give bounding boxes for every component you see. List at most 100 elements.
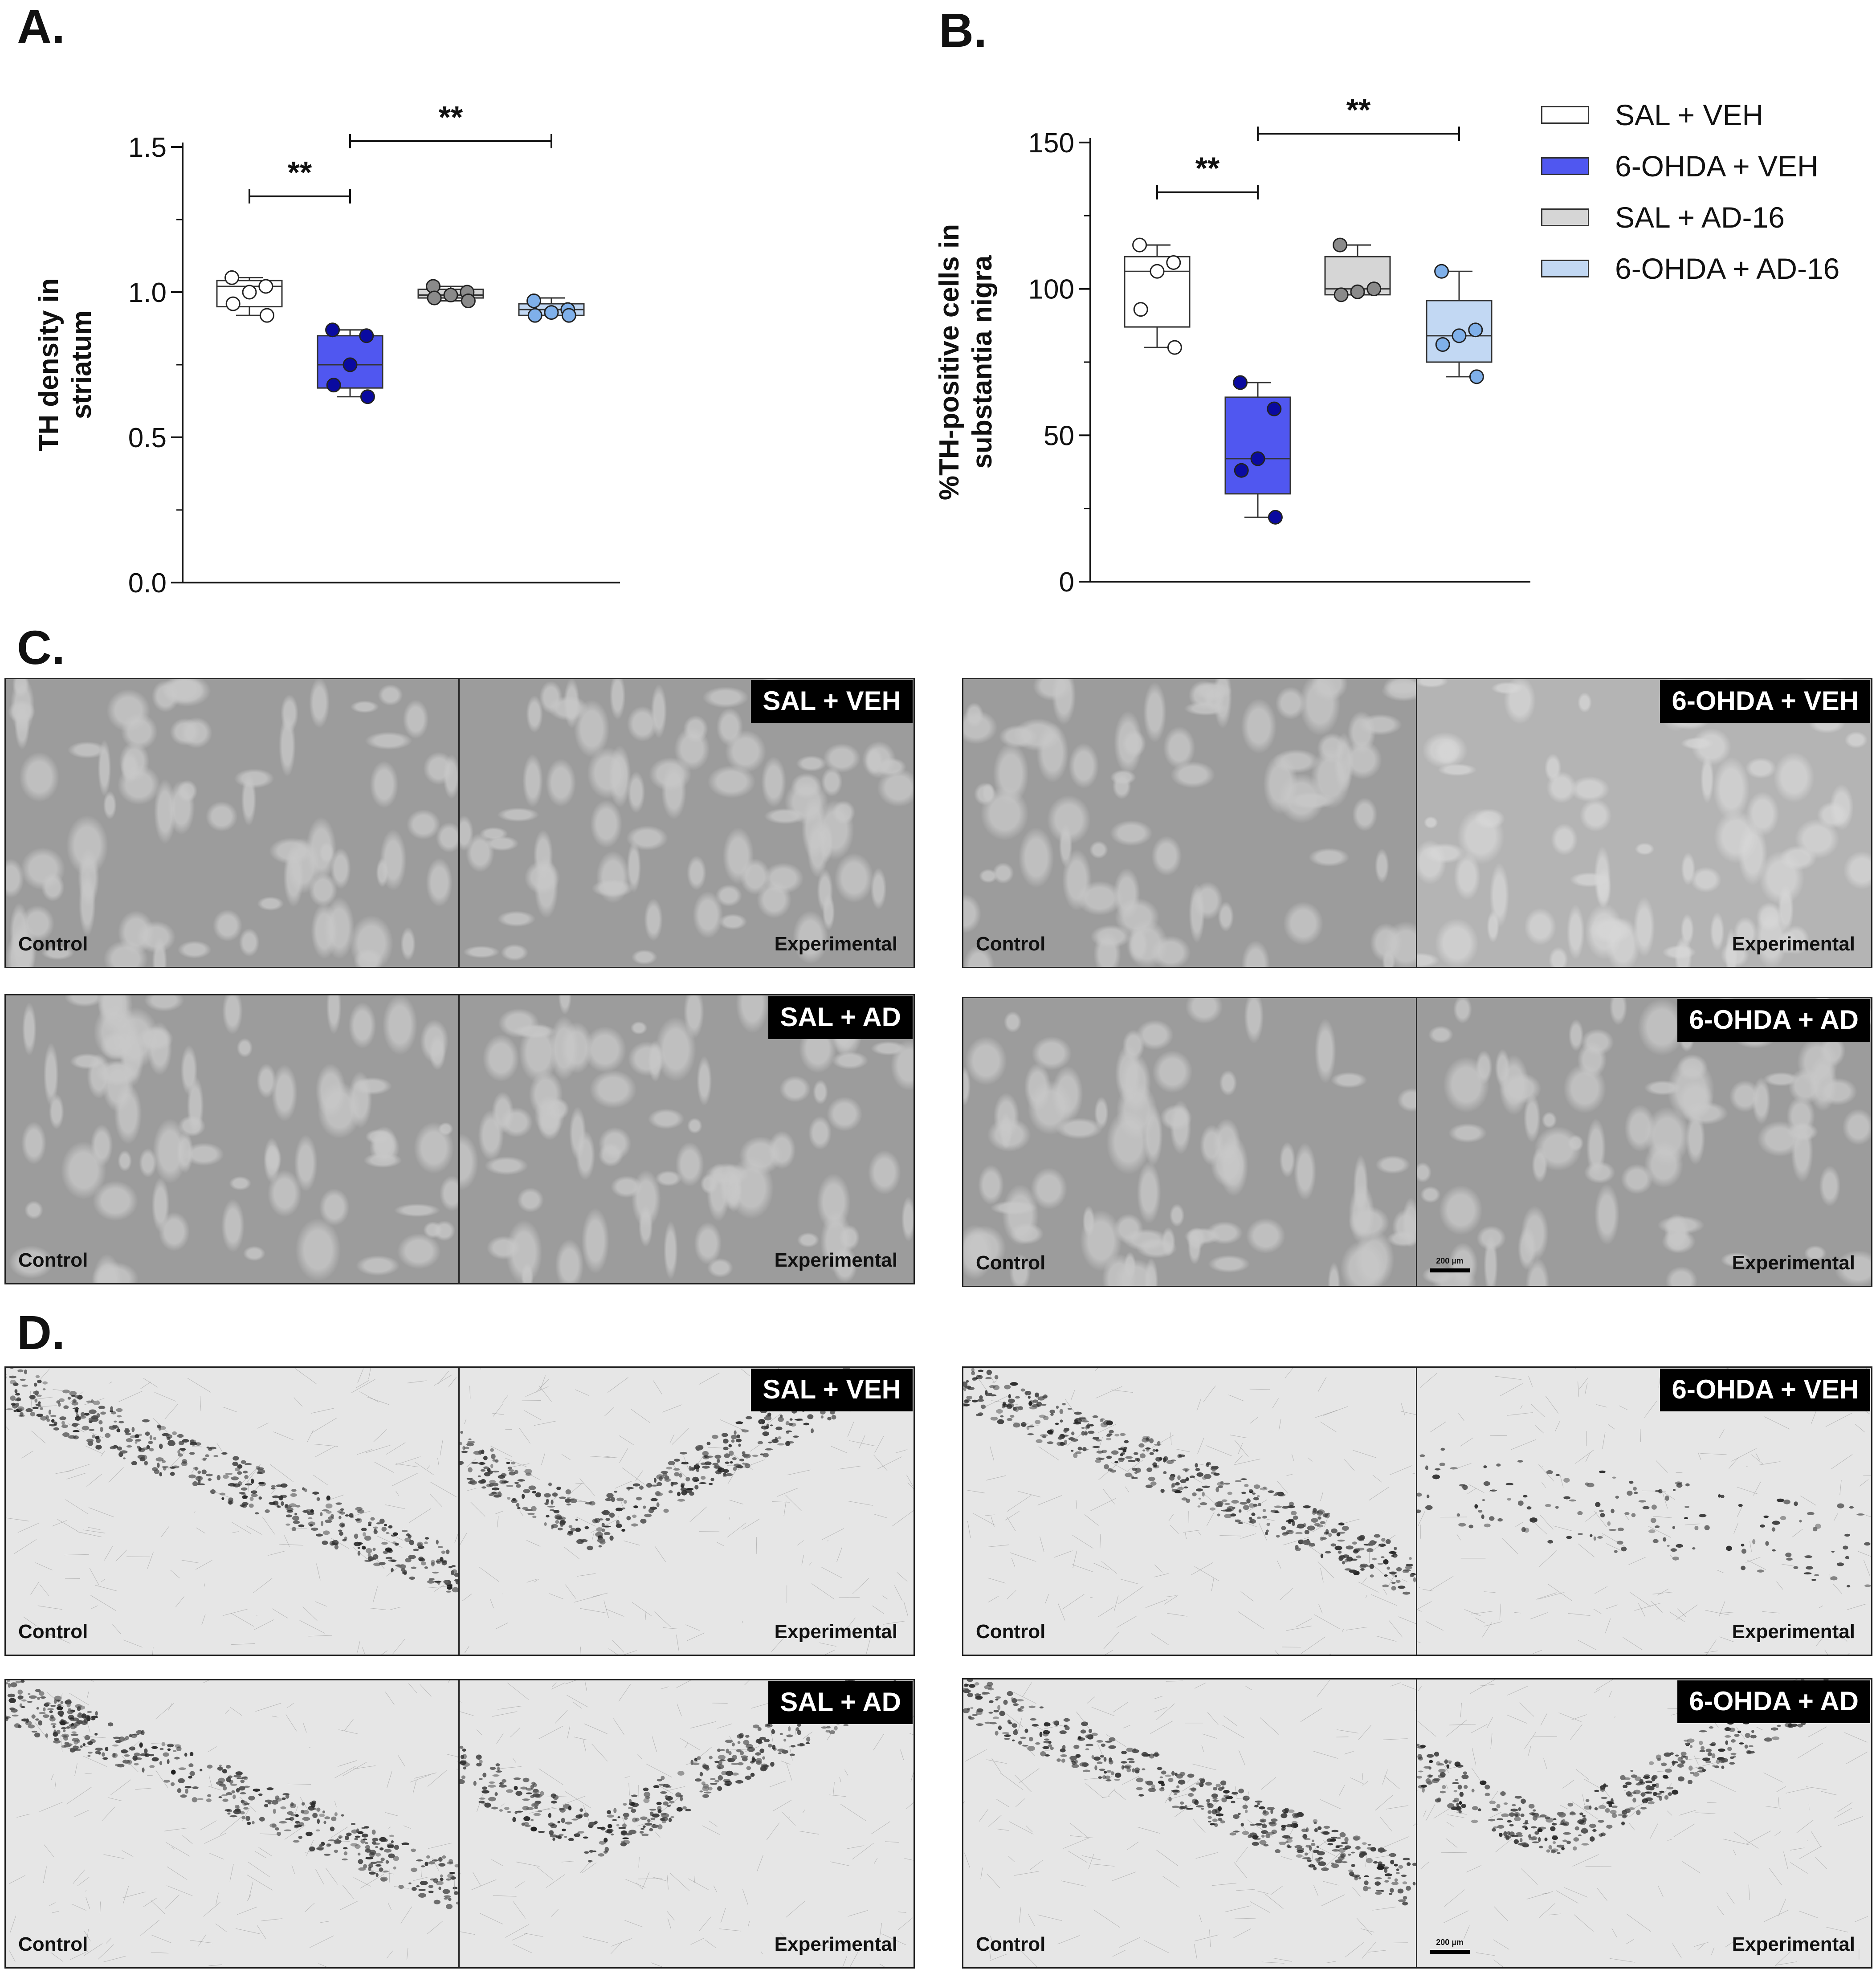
neuron-cell	[326, 1843, 331, 1847]
fiber	[103, 1854, 124, 1859]
fiber	[513, 1758, 517, 1763]
neuron-cell	[1279, 1842, 1286, 1845]
fiber	[1466, 1488, 1476, 1495]
neuron-cell	[135, 1441, 138, 1444]
neuron-cell	[1089, 1424, 1094, 1427]
neuron-cell	[1621, 1546, 1627, 1552]
neuron-cell	[181, 1461, 188, 1467]
neuron-cell	[525, 1787, 533, 1791]
neuron-cell	[246, 1822, 251, 1825]
y-tick-label: 0.5	[128, 423, 167, 453]
fiber	[1679, 1810, 1697, 1816]
neuron-cell	[367, 1553, 371, 1558]
neuron-cell	[1378, 1863, 1383, 1867]
neuron-cell	[63, 1729, 66, 1732]
fiber	[702, 1825, 721, 1835]
neuron-cell	[6, 1408, 13, 1410]
neuron-cell	[993, 1709, 999, 1712]
neuron-cell	[275, 1827, 279, 1831]
neuron-cell	[778, 1752, 782, 1754]
neuron-cell	[1526, 1506, 1532, 1510]
neuron-cell	[1135, 1769, 1140, 1773]
fiber	[29, 1397, 53, 1401]
neuron-cell	[197, 1798, 204, 1800]
fiber	[1736, 1727, 1745, 1740]
fiber	[1235, 1519, 1258, 1528]
neuron-cell	[1207, 1803, 1214, 1808]
fiber	[1628, 1557, 1646, 1565]
neuron-cell	[241, 1487, 248, 1491]
neuron-cell	[730, 1435, 738, 1439]
fiber	[1320, 1568, 1324, 1583]
neuron-cell	[985, 1377, 992, 1380]
neuron-cell	[456, 1901, 458, 1905]
neuron-cell	[192, 1786, 199, 1790]
fiber	[584, 1680, 587, 1691]
neuron-cell	[1432, 1474, 1440, 1480]
fiber	[1242, 1826, 1250, 1837]
neuron-cell	[1231, 1500, 1239, 1504]
neuron-cell	[1024, 1728, 1028, 1733]
fiber	[593, 1593, 608, 1597]
neuron-cell	[9, 1375, 17, 1378]
neuron-cell	[1331, 1836, 1338, 1839]
fiber	[65, 1464, 90, 1472]
experimental-label: Experimental	[774, 1933, 897, 1955]
fiber	[37, 1605, 62, 1610]
fiber	[840, 1804, 866, 1821]
neuron-cell	[821, 1726, 828, 1729]
fiber	[877, 1456, 902, 1469]
fiber	[1207, 1712, 1219, 1725]
neuron-cell	[342, 1858, 348, 1861]
fiber	[1116, 1616, 1137, 1628]
fiber	[849, 1440, 875, 1447]
neuron-cell	[1344, 1559, 1348, 1563]
fiber	[1112, 1871, 1136, 1881]
fiber	[618, 1684, 631, 1702]
neuron-cell	[239, 1786, 245, 1791]
neuron-cell	[1793, 1566, 1799, 1569]
neuron-cell	[1707, 1752, 1712, 1757]
fiber	[1196, 1398, 1202, 1411]
fiber	[1579, 1378, 1588, 1390]
fiber	[567, 1483, 582, 1496]
neuron-cell	[575, 1518, 578, 1521]
neuron-cell	[489, 1781, 495, 1784]
neuron-cell	[1122, 1449, 1127, 1453]
fiber	[652, 1736, 657, 1752]
neuron-cell	[1127, 1758, 1134, 1760]
neuron-cell	[127, 1760, 132, 1765]
neuron-cell	[578, 1814, 583, 1818]
neuron-cell	[685, 1809, 691, 1811]
neuron-cell	[32, 1406, 39, 1410]
neuron-cell	[120, 1450, 128, 1454]
neuron-cell	[1435, 1798, 1440, 1803]
neuron-cell	[331, 1542, 336, 1545]
neuron-cell	[325, 1519, 332, 1523]
neuron-cell	[1545, 1504, 1551, 1507]
fiber	[525, 1386, 549, 1397]
fiber	[717, 1723, 733, 1729]
fiber	[315, 1446, 335, 1457]
neuron-cell	[1181, 1497, 1188, 1501]
neuron-cell	[1114, 1461, 1118, 1463]
fiber	[1219, 1535, 1241, 1537]
neuron-cell	[509, 1471, 516, 1476]
fiber	[1731, 1448, 1757, 1462]
fiber	[1640, 1429, 1641, 1442]
neuron-cell	[163, 1467, 167, 1471]
fiber	[662, 1786, 685, 1792]
neuron-cell	[783, 1738, 787, 1742]
neuron-cell	[253, 1788, 261, 1792]
neuron-cell	[1573, 1837, 1579, 1842]
neuron-cell	[1429, 1760, 1433, 1764]
neuron-cell	[124, 1429, 130, 1433]
neuron-cell	[644, 1822, 653, 1826]
neuron-cell	[1106, 1434, 1111, 1437]
fiber	[220, 1817, 242, 1835]
neuron-cell	[221, 1497, 224, 1500]
fiber	[215, 1923, 227, 1932]
fiber	[203, 1680, 209, 1684]
fiber	[1303, 1542, 1323, 1556]
neuron-cell	[375, 1846, 379, 1848]
